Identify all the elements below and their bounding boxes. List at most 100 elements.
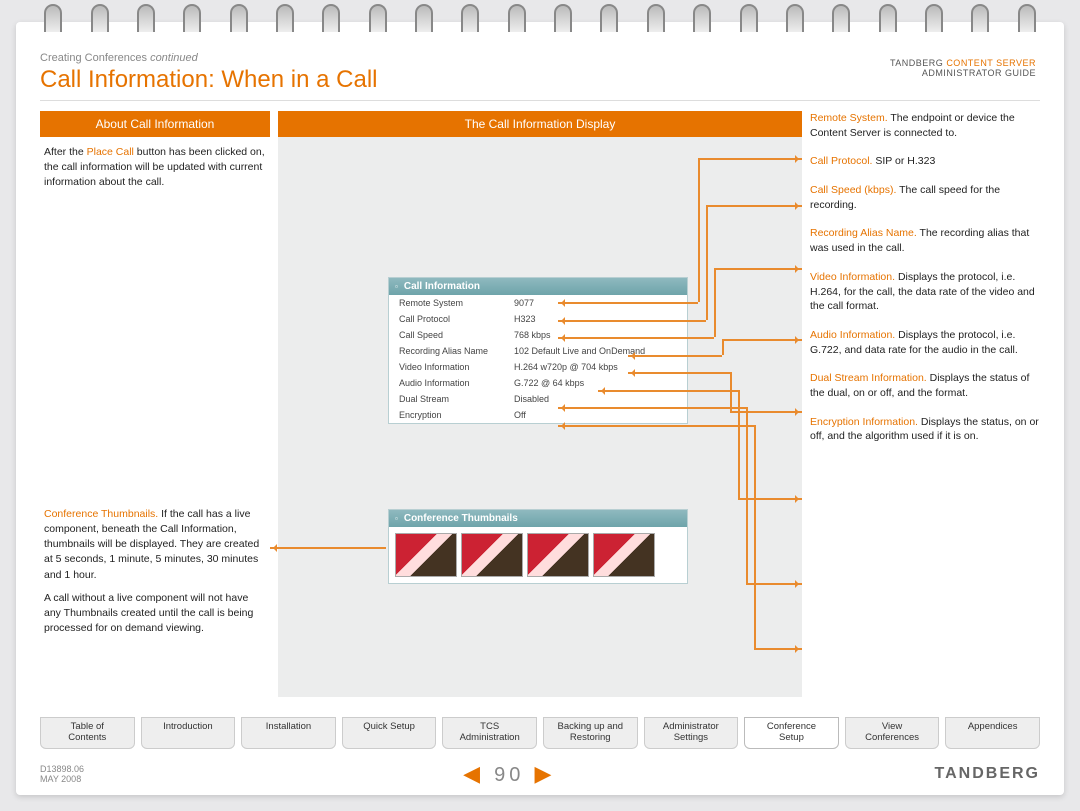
brand-product: CONTENT SERVER [946, 58, 1036, 68]
connector-line [722, 339, 724, 355]
left-header: About Call Information [40, 111, 270, 137]
callout-title: Call Speed (kbps). [810, 184, 896, 196]
connector-line [722, 339, 802, 341]
ci-label: Dual Stream [399, 394, 514, 404]
separator [40, 100, 1040, 101]
callout-title: Video Information. [810, 271, 895, 283]
connector-line [558, 425, 754, 427]
thumbnail [461, 533, 523, 577]
callout: Audio Information. Displays the protocol… [810, 328, 1040, 357]
footer: D13898.06 MAY 2008 ◀ 90 ▶ TANDBERG [40, 761, 1040, 787]
callout: Dual Stream Information. Displays the st… [810, 371, 1040, 400]
connector-line [628, 372, 730, 374]
nav-tab[interactable]: TCSAdministration [442, 717, 537, 749]
callout-title: Remote System. [810, 112, 888, 124]
call-info-panel-header: Call Information [389, 278, 687, 295]
ci-label: Call Protocol [399, 314, 514, 324]
breadcrumb-suffix: continued [150, 52, 198, 64]
connector-line [754, 648, 802, 650]
nav-tab[interactable]: Installation [241, 717, 336, 749]
callout: Encryption Information. Displays the sta… [810, 415, 1040, 444]
connector-line [714, 268, 716, 337]
ci-label: Encryption [399, 410, 514, 420]
connector-line [628, 355, 722, 357]
brand-logo: TANDBERG [935, 765, 1040, 783]
thumbnail [527, 533, 589, 577]
left-column: About Call Information After the Place C… [40, 111, 270, 711]
connector-line [730, 411, 802, 413]
nav-tab[interactable]: Table ofContents [40, 717, 135, 749]
conf-thumb-body2: A call without a live component will not… [44, 591, 266, 637]
callout: Remote System. The endpoint or device th… [810, 111, 1040, 140]
nav-tab[interactable]: Introduction [141, 717, 236, 749]
call-info-row: Dual StreamDisabled [389, 391, 687, 407]
connector-line [270, 547, 386, 549]
call-info-row: Recording Alias Name102 Default Live and… [389, 343, 687, 359]
ci-value: Disabled [514, 394, 549, 404]
conf-thumb-text: Conference Thumbnails. If the call has a… [40, 499, 270, 645]
about-prefix: After the [44, 146, 87, 158]
spiral-binding [0, 0, 1080, 36]
nav-tabs: Table ofContentsIntroductionInstallation… [40, 717, 1040, 749]
ci-label: Audio Information [399, 378, 514, 388]
callout-title: Dual Stream Information. [810, 372, 927, 384]
connector-line [558, 320, 706, 322]
ci-label: Recording Alias Name [399, 346, 514, 356]
ci-value: 102 Default Live and OnDemand [514, 346, 645, 356]
nav-tab[interactable]: Backing up andRestoring [543, 717, 638, 749]
conf-thumb-orange: Conference Thumbnails. [44, 508, 158, 520]
conf-thumb-panel-header: Conference Thumbnails [389, 510, 687, 527]
nav-tab[interactable]: AdministratorSettings [644, 717, 739, 749]
call-info-panel: Call Information Remote System9077Call P… [388, 277, 688, 424]
ci-label: Call Speed [399, 330, 514, 340]
call-info-row: Call Speed768 kbps [389, 327, 687, 343]
thumbnails-row [389, 527, 687, 583]
connector-line [558, 407, 746, 409]
nav-tab[interactable]: ViewConferences [845, 717, 940, 749]
callout: Video Information. Displays the protocol… [810, 270, 1040, 314]
columns: About Call Information After the Place C… [40, 111, 1040, 711]
pager[interactable]: ◀ 90 ▶ [463, 761, 555, 787]
brand-box: TANDBERG CONTENT SERVER ADMINISTRATOR GU… [890, 58, 1036, 78]
page: Creating Conferences continued Call Info… [16, 22, 1064, 795]
connector-line [558, 302, 698, 304]
nav-tab[interactable]: ConferenceSetup [744, 717, 839, 749]
connector-line [730, 372, 732, 411]
connector-line [746, 407, 748, 583]
conf-thumb-panel: Conference Thumbnails [388, 509, 688, 584]
ci-value: 9077 [514, 298, 534, 308]
page-number: 90 [494, 764, 524, 786]
connector-line [754, 425, 756, 649]
connector-line [714, 268, 802, 270]
callout: Call Protocol. SIP or H.323 [810, 154, 1040, 169]
ci-value: G.722 @ 64 kbps [514, 378, 584, 388]
about-orange: Place Call [87, 146, 134, 158]
connector-line [558, 337, 714, 339]
connector-line [706, 205, 802, 207]
callout-title: Audio Information. [810, 329, 895, 341]
callout: Call Speed (kbps). The call speed for th… [810, 183, 1040, 212]
brand-name: TANDBERG [890, 58, 946, 68]
connector-line [698, 158, 802, 160]
brand-subtitle: ADMINISTRATOR GUIDE [890, 68, 1036, 78]
doc-meta: D13898.06 MAY 2008 [40, 764, 84, 784]
connector-line [738, 390, 740, 499]
doc-id: D13898.06 [40, 764, 84, 774]
ci-value: H323 [514, 314, 536, 324]
call-info-row: EncryptionOff [389, 407, 687, 423]
right-column: Remote System. The endpoint or device th… [810, 111, 1040, 711]
ci-value: Off [514, 410, 526, 420]
connector-line [698, 158, 700, 302]
callout-text: SIP or H.323 [872, 155, 935, 167]
callout-title: Recording Alias Name. [810, 227, 917, 239]
breadcrumb-prefix: Creating Conferences [40, 52, 150, 64]
nav-tab[interactable]: Appendices [945, 717, 1040, 749]
connector-line [706, 205, 708, 320]
next-page-icon[interactable]: ▶ [535, 761, 556, 786]
ci-label: Remote System [399, 298, 514, 308]
callout-title: Call Protocol. [810, 155, 872, 167]
prev-page-icon[interactable]: ◀ [463, 761, 484, 786]
ci-label: Video Information [399, 362, 514, 372]
nav-tab[interactable]: Quick Setup [342, 717, 437, 749]
thumbnail [593, 533, 655, 577]
